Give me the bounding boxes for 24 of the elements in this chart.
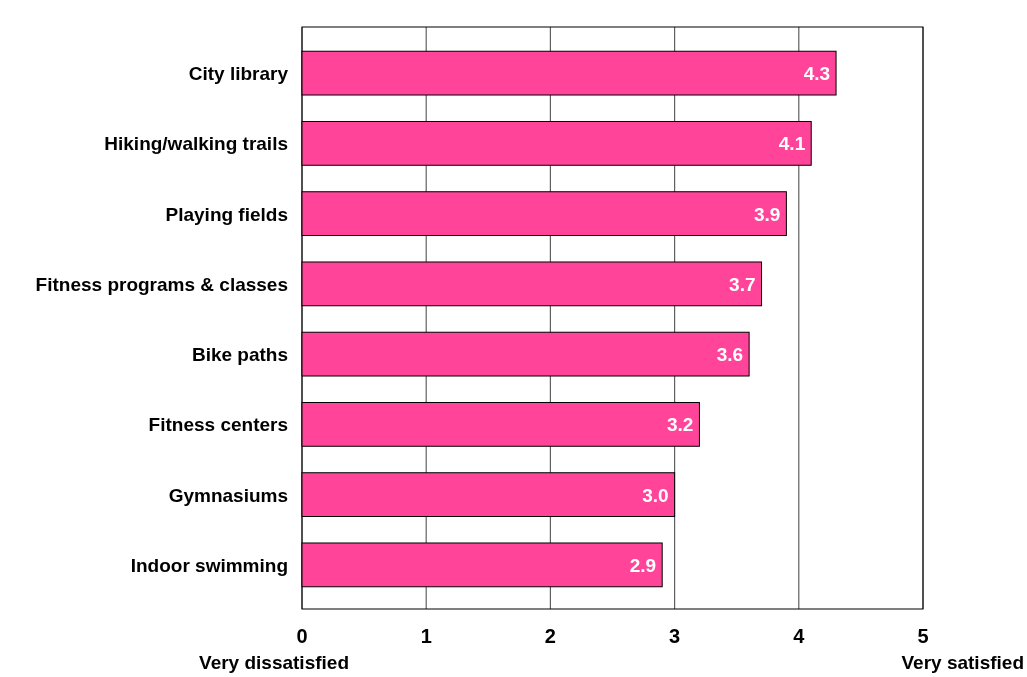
- data-label: 3.7: [729, 273, 756, 295]
- x-tick-label: 4: [793, 625, 806, 647]
- y-tick-label: Gymnasiums: [168, 484, 288, 506]
- y-tick-label: Hiking/walking trails: [104, 133, 288, 155]
- x-tick-label: 5: [917, 625, 929, 647]
- data-label: 4.1: [778, 133, 806, 155]
- data-label: 3.0: [642, 484, 669, 506]
- y-tick-label: Playing fields: [165, 203, 288, 225]
- x-tick-label: 2: [544, 625, 556, 647]
- data-label: 3.2: [667, 414, 694, 436]
- x-tick-label: 3: [669, 625, 681, 647]
- y-tick-label: Fitness programs & classes: [35, 273, 288, 295]
- y-tick-label: Indoor swimming: [130, 554, 288, 576]
- data-label: 2.9: [629, 554, 657, 576]
- y-tick-label: Fitness centers: [148, 414, 288, 436]
- data-label: 4.3: [803, 63, 831, 85]
- data-label: 3.6: [716, 344, 744, 366]
- text: Very dissatisfied: [199, 652, 349, 673]
- x-tick-label: 1: [420, 625, 432, 647]
- data-label: 3.9: [753, 203, 781, 225]
- text: Very satisfied: [901, 652, 1024, 673]
- x-tick-label: 0: [296, 625, 308, 647]
- y-tick-label: Bike paths: [191, 344, 288, 366]
- y-tick-label: City library: [188, 63, 289, 85]
